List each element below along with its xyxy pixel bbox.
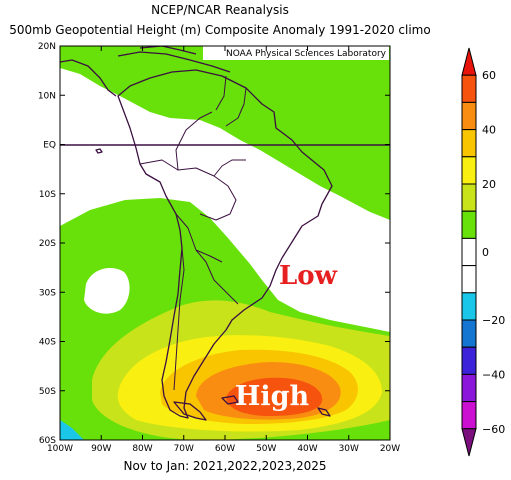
lat-tick-label: 60S (39, 436, 56, 446)
lat-tick-label: 20S (39, 239, 56, 249)
lon-tick-label: 40W (297, 444, 317, 454)
coastlines (60, 46, 333, 421)
border-guianas (215, 75, 247, 127)
coastline-falklands (221, 395, 239, 405)
contour-redorange-core (226, 377, 323, 416)
colorbar-segment (461, 401, 477, 430)
contour-green-north (60, 46, 390, 220)
credit-label: NOAA Physical Sciences Laboratory (226, 49, 387, 59)
lat-tick-label: 40S (39, 338, 56, 348)
colorbar-segment (461, 47, 477, 76)
lon-tick-label: 90W (91, 444, 111, 454)
lon-tick-label: 50W (256, 444, 276, 454)
lat-tick-label: EQ (43, 141, 56, 151)
colorbar-segment (461, 319, 477, 348)
colorbar-label: 40 (482, 124, 496, 137)
colorbar-segment (461, 129, 477, 158)
contour-cyan-negative (60, 420, 84, 440)
colorbar-segment (461, 346, 477, 375)
colorbar-segment (461, 183, 477, 212)
colorbar-segment (461, 74, 477, 103)
lat-tick-label: 10S (39, 190, 56, 200)
colorbar-segment (461, 373, 477, 403)
chart-title-line2: 500mb Geopotential Height (m) Composite … (9, 23, 431, 37)
lon-tick-label: 100W (47, 444, 73, 454)
credit-box (203, 46, 389, 60)
colorbar-segment (461, 237, 477, 267)
colorbar-label: 20 (482, 178, 496, 191)
footer-period: Nov to Jan: 2021,2022,2023,2025 (123, 459, 327, 473)
colorbar-label: −20 (482, 314, 505, 327)
lat-tick-label: 10N (38, 91, 56, 101)
colorbar-segment (461, 156, 477, 185)
colorbar-segment (461, 101, 477, 131)
coastline-galapagos (95, 148, 103, 154)
contour-white-hole (84, 268, 130, 314)
colorbar-label: −40 (482, 368, 505, 381)
coastline-south-america (117, 69, 333, 419)
lon-tick-label: 80W (132, 444, 152, 454)
lon-tick-label: 30W (339, 444, 359, 454)
coastline-cuba (139, 46, 197, 55)
colorbar-segment (461, 210, 477, 239)
chart-title-line1: NCEP/NCAR Reanalysis (151, 3, 289, 17)
colorbar-label: −60 (482, 423, 505, 436)
colorbar (461, 47, 477, 457)
colorbar-segment (461, 265, 477, 294)
latitude-axis: 20N 10N EQ 10S 20S 30S 40S 50S 60S (38, 42, 390, 446)
coastline-central-america (60, 59, 117, 97)
lat-tick-label: 20N (38, 42, 56, 52)
colorbar-segment (461, 428, 477, 457)
lon-tick-label: 70W (174, 444, 194, 454)
lat-tick-label: 50S (39, 387, 56, 397)
coastline-south-georgia (317, 407, 331, 417)
anomaly-contours (60, 46, 390, 440)
longitude-axis: 100W 90W 80W 70W 60W 50W 40W 30W 20W (47, 46, 400, 454)
coastline-tierra-del-fuego (173, 401, 207, 421)
colorbar-labels: 60 40 20 0 −20 −40 −60 (482, 69, 505, 436)
lon-tick-label: 20W (380, 444, 400, 454)
colorbar-label: 60 (482, 69, 496, 82)
high-annotation: High (235, 381, 310, 412)
low-annotation: Low (279, 261, 338, 291)
border-andes (173, 213, 239, 391)
colorbar-segment (461, 292, 477, 321)
lat-tick-label: 30S (39, 288, 56, 298)
map-plot-area: NOAA Physical Sciences Laboratory Low Hi… (59, 45, 391, 441)
coastline-caribbean-north (117, 51, 231, 73)
colorbar-label: 0 (482, 246, 489, 259)
border-amazon (139, 111, 246, 221)
lon-tick-label: 60W (215, 444, 235, 454)
